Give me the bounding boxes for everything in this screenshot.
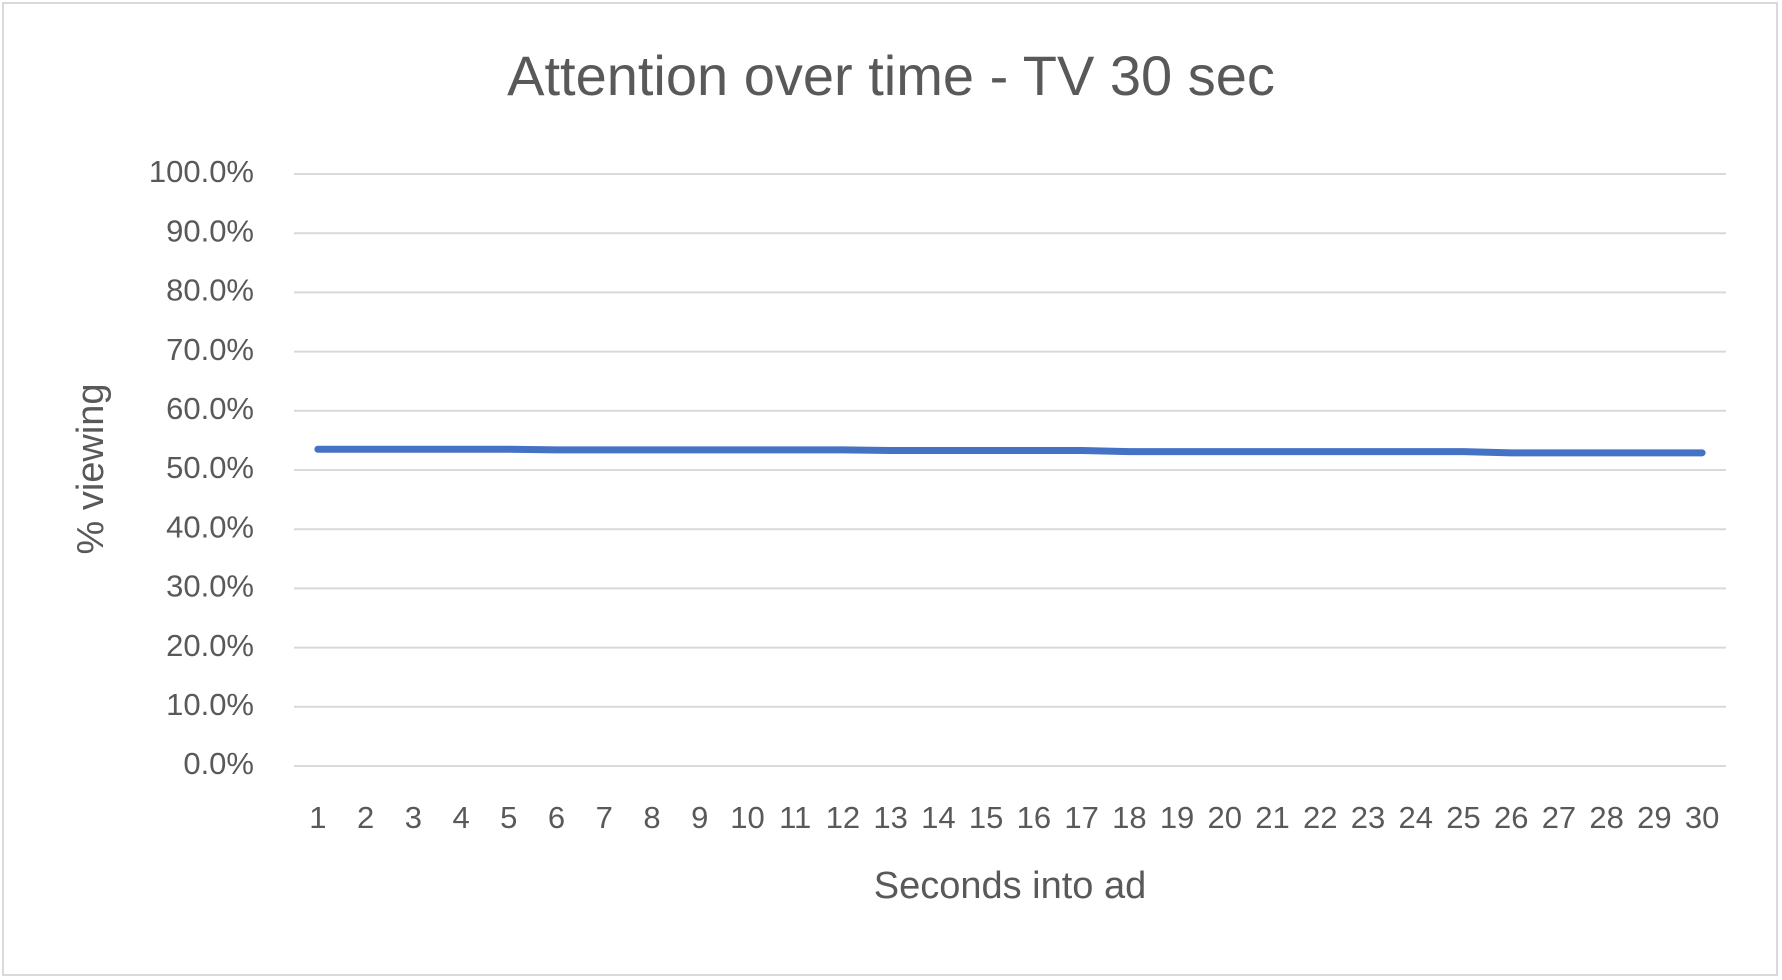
x-tick-label: 15 (969, 800, 1003, 835)
x-tick-label: 25 (1446, 800, 1480, 835)
x-tick-label: 20 (1208, 800, 1242, 835)
y-tick-label: 70.0% (166, 332, 254, 367)
x-tick-label: 13 (873, 800, 907, 835)
x-tick-label: 5 (500, 800, 517, 835)
x-tick-label: 1 (309, 800, 326, 835)
x-tick-label: 4 (452, 800, 469, 835)
x-tick-label: 16 (1017, 800, 1051, 835)
x-tick-label: 26 (1494, 800, 1528, 835)
y-tick-label: 0.0% (183, 746, 254, 781)
y-tick-label: 30.0% (166, 569, 254, 604)
data-line (314, 445, 1706, 457)
x-tick-label: 27 (1542, 800, 1576, 835)
y-tick-label: 40.0% (166, 509, 254, 544)
x-tick-label: 18 (1112, 800, 1146, 835)
x-tick-label: 22 (1303, 800, 1337, 835)
x-tick-label: 8 (643, 800, 660, 835)
x-tick-label: 14 (921, 800, 955, 835)
x-tick-label: 30 (1685, 800, 1719, 835)
x-tick-label: 10 (730, 800, 764, 835)
y-axis-title: % viewing (70, 383, 112, 554)
y-tick-label: 10.0% (166, 687, 254, 722)
x-tick-label: 9 (691, 800, 708, 835)
x-tick-label: 6 (548, 800, 565, 835)
x-tick-label: 2 (357, 800, 374, 835)
x-tick-label: 29 (1637, 800, 1671, 835)
x-tick-label: 12 (826, 800, 860, 835)
x-tick-label: 21 (1255, 800, 1289, 835)
x-tick-label: 24 (1398, 800, 1432, 835)
y-tick-label: 90.0% (166, 213, 254, 248)
x-tick-label: 3 (405, 800, 422, 835)
y-tick-label: 100.0% (149, 154, 254, 189)
x-tick-label: 28 (1589, 800, 1623, 835)
x-tick-label: 7 (596, 800, 613, 835)
y-tick-label: 20.0% (166, 628, 254, 663)
chart-title: Attention over time - TV 30 sec (507, 44, 1275, 107)
x-axis-title: Seconds into ad (874, 865, 1147, 907)
x-tick-label: 17 (1064, 800, 1098, 835)
x-tick-label: 19 (1160, 800, 1194, 835)
y-tick-label: 80.0% (166, 273, 254, 308)
x-tick-label: 23 (1351, 800, 1385, 835)
y-tick-label: 60.0% (166, 391, 254, 426)
y-tick-label: 50.0% (166, 450, 254, 485)
x-tick-label: 11 (779, 800, 811, 835)
